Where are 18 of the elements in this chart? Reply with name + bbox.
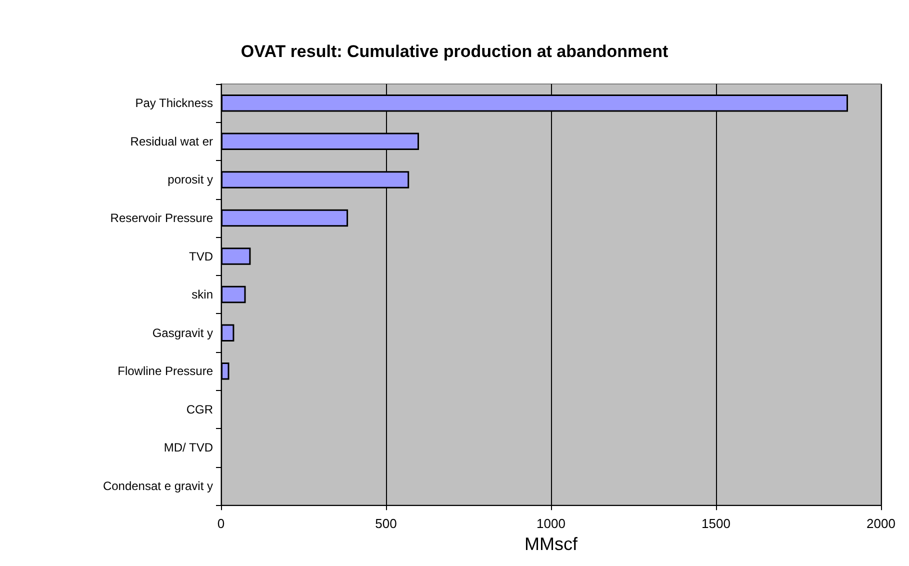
x-tick-label: 0 — [217, 516, 225, 532]
y-tick-label: Flowline Pressure — [118, 364, 214, 378]
chart-title: OVAT result: Cumulative production at abandonment — [240, 42, 668, 61]
y-tick-label: TVD — [189, 249, 214, 264]
y-tick-label: Gasgravit y — [152, 326, 213, 340]
y-tick-label: MD/ TVD — [164, 440, 214, 455]
x-tick-label: 500 — [375, 516, 397, 532]
y-tick-label: Residual wat er — [130, 134, 213, 148]
x-tick-label: 2000 — [866, 516, 896, 532]
y-tick-label: skin — [192, 288, 213, 302]
y-tick-label: CGR — [186, 402, 214, 416]
y-tick-label: Condensat e gravit y — [102, 478, 213, 493]
x-tick-label: 1500 — [702, 516, 730, 532]
y-tick-label: Pay Thickness — [135, 96, 213, 110]
y-tick-label: porosit y — [168, 172, 213, 187]
x-axis-title: MMscf — [524, 534, 578, 554]
y-tick-label: Reservoir Pressure — [110, 210, 214, 225]
x-tick-label: 1000 — [536, 516, 566, 532]
